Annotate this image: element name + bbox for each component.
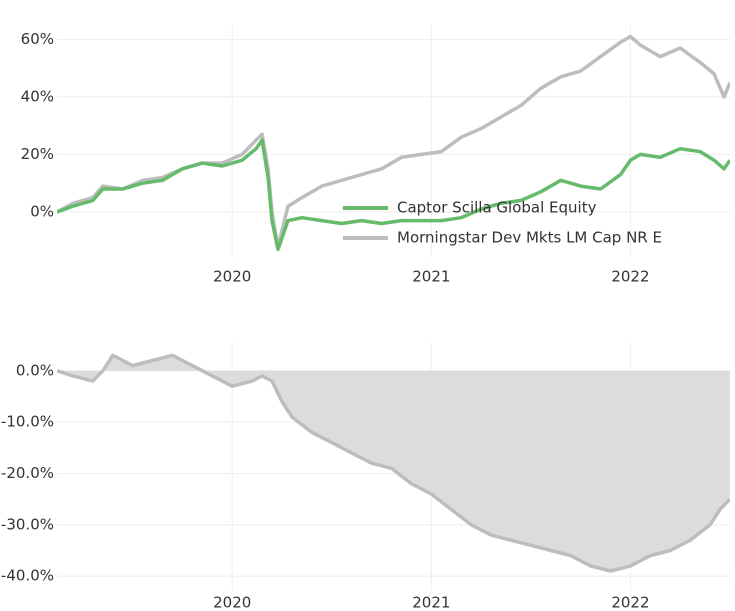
area xyxy=(57,355,730,571)
y-tick-label: 60% xyxy=(21,30,54,48)
y-tick-label: -20.0% xyxy=(1,464,54,482)
legend: Captor Scilla Global Equity Morningstar D… xyxy=(343,199,662,247)
legend-label: Captor Scilla Global Equity xyxy=(397,199,597,217)
line xyxy=(57,138,730,252)
y-tick-label: 0% xyxy=(30,202,54,220)
x-tick-label: 2020 xyxy=(213,594,251,611)
y-tick-label: 40% xyxy=(21,87,54,105)
plot-area xyxy=(57,34,730,252)
line xyxy=(57,34,730,249)
x-tick-label: 2022 xyxy=(611,268,649,286)
x-tick-label: 2021 xyxy=(412,268,450,286)
y-tick-label: -10.0% xyxy=(1,413,54,431)
y-tick-label: 20% xyxy=(21,145,54,163)
line xyxy=(57,353,730,573)
y-tick-label: -30.0% xyxy=(1,515,54,533)
plot-area xyxy=(57,353,730,573)
y-tick-label: 0.0% xyxy=(16,361,54,379)
x-tick-label: 2020 xyxy=(213,268,251,286)
legend-label: Morningstar Dev Mkts LM Cap NR E xyxy=(397,229,662,247)
x-tick-label: 2022 xyxy=(611,594,649,611)
y-tick-label: -40.0% xyxy=(1,567,54,585)
x-tick-label: 2021 xyxy=(412,594,450,611)
